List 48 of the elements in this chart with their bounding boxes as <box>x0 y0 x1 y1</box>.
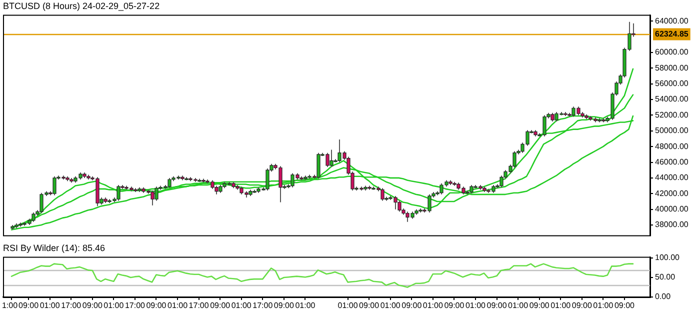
x-tick-label: 01:00 <box>40 301 60 310</box>
x-tick-label: 09:00 <box>274 301 294 310</box>
y-tick-label: 48000.00 <box>655 142 689 151</box>
x-tick-label: 01:00 <box>168 301 188 310</box>
y-tick-label: 60000.00 <box>655 48 689 57</box>
x-tick-label: 01:00 <box>550 301 572 310</box>
x-tick-label: 01:00 <box>338 301 358 310</box>
x-tick-label: 09:00 <box>402 301 422 310</box>
ref-line-label: 62324.85 <box>655 29 689 38</box>
y-tick-label: 58000.00 <box>655 63 689 72</box>
x-tick-label: 01:00 <box>508 301 529 310</box>
x-tick-label: 01:00 <box>231 301 252 310</box>
y-tick-label: 50.00 <box>655 272 676 282</box>
y-tick-label: 54000.00 <box>655 94 689 104</box>
x-tick-label: 09:00 <box>18 301 40 310</box>
x-tick-label: 09:00 <box>359 301 380 310</box>
x-tick-label: 17:00 <box>252 301 274 310</box>
x-tick-label: 09:00 <box>572 301 592 310</box>
chart-title: RSI By Wilder (14): 85.46 <box>3 242 106 253</box>
chart-title: BTCUSD (8 Hours) 24-02-29_05-27-22 <box>3 0 160 11</box>
y-tick-label: 40000.00 <box>655 204 689 214</box>
x-tick-label: 01:00 <box>593 301 614 310</box>
y-tick-label: 0.00 <box>655 292 672 302</box>
x-tick-label: 09:00 <box>486 301 508 310</box>
x-tick-label: 17:00 <box>188 301 210 310</box>
y-tick-label: 50000.00 <box>655 126 689 136</box>
y-tick-label: 56000.00 <box>655 79 689 88</box>
x-tick-label: 01:00 <box>422 301 444 310</box>
x-tick-label: 01:00 <box>295 301 316 310</box>
y-tick-label: 52000.00 <box>655 110 689 120</box>
x-tick-label: 09:00 <box>146 301 167 310</box>
x-tick-label: 09:00 <box>444 301 465 310</box>
x-tick-label: 01:00 <box>104 301 124 310</box>
y-tick-label: 100.00 <box>655 253 680 262</box>
y-tick-label: 64000.00 <box>655 16 689 26</box>
x-tick-label: 17:00 <box>61 301 82 310</box>
y-tick-label: 38000.00 <box>655 220 689 230</box>
x-tick-label: 09:00 <box>614 301 636 310</box>
x-tick-label: 09:00 <box>210 301 231 310</box>
x-tick-label: 1:00 <box>2 301 18 310</box>
y-tick-label: 42000.00 <box>655 188 689 198</box>
y-tick-label: 46000.00 <box>655 157 689 166</box>
y-tick-label: 44000.00 <box>655 173 689 182</box>
x-tick-label: 01:00 <box>465 301 486 310</box>
x-tick-label: 01:00 <box>380 301 401 310</box>
x-tick-label: 09:00 <box>529 301 550 310</box>
x-tick-label: 17:00 <box>124 301 146 310</box>
x-tick-label: 09:00 <box>82 301 103 310</box>
